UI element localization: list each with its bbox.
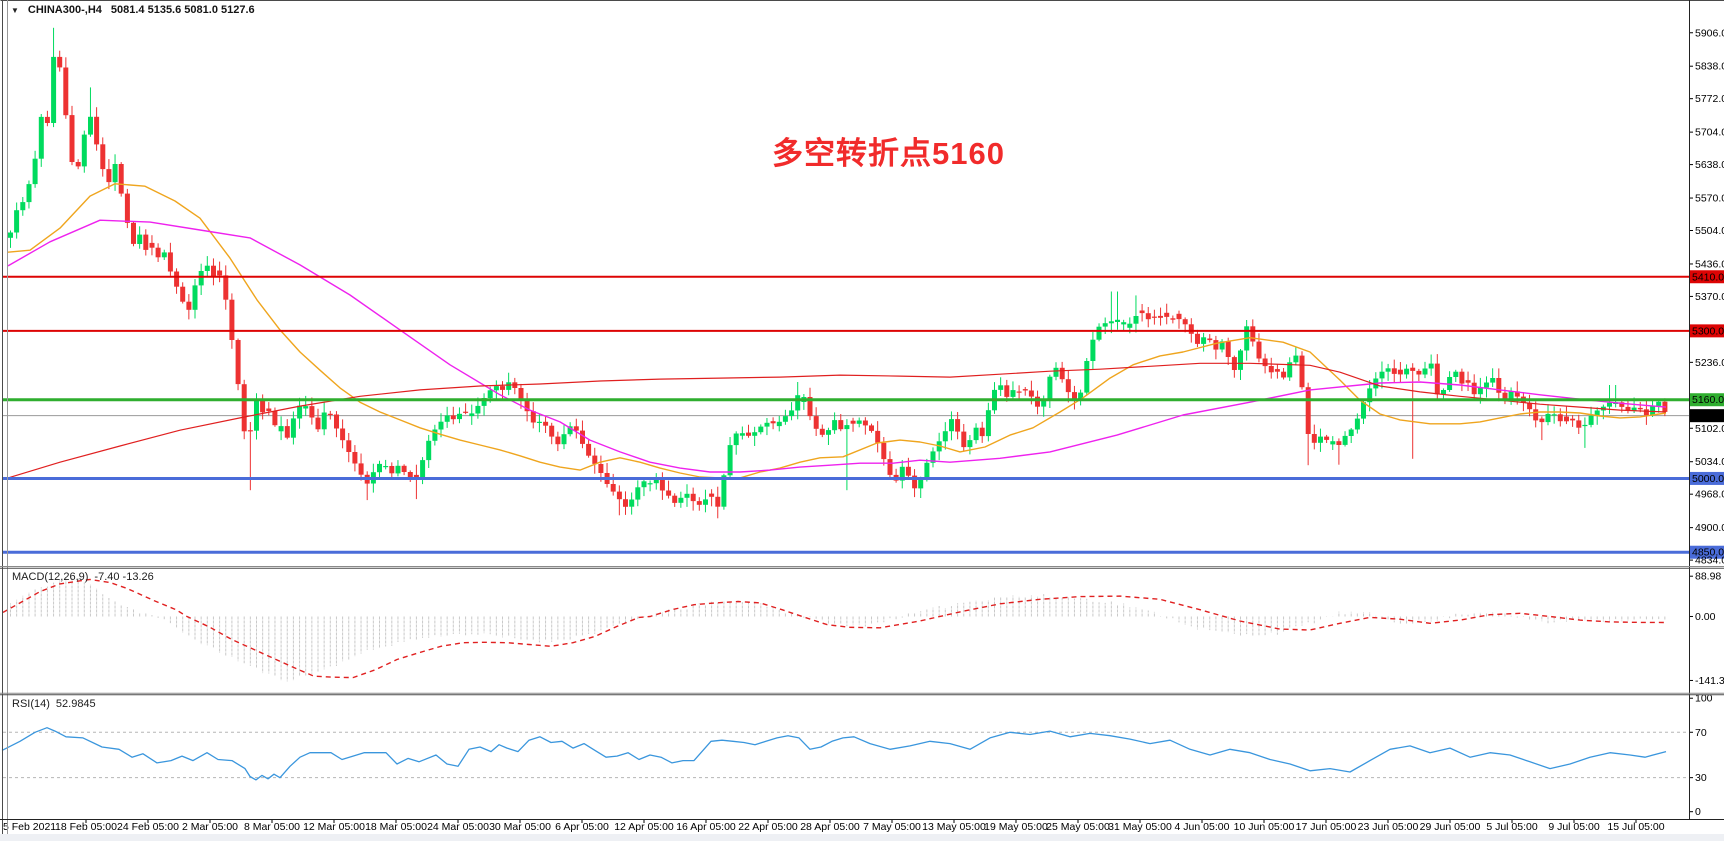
rsi-tick-label: 100 xyxy=(1695,693,1713,705)
time-tick-label: 10 Jun 05:00 xyxy=(1234,821,1295,833)
time-tick-label: 23 Jun 05:00 xyxy=(1358,821,1419,833)
time-tick-label: 9 Jul 05:00 xyxy=(1548,821,1600,833)
time-tick-label: 24 Mar 05:00 xyxy=(427,821,489,833)
macd-indicator-label: MACD(12,26,9) -7.40 -13.26 xyxy=(12,571,160,583)
level-tag-text: 5410.0 xyxy=(1692,271,1724,283)
rsi-line xyxy=(1,727,1667,781)
macd-values: -7.40 -13.26 xyxy=(94,571,154,583)
price-tick-label: 4968.0 xyxy=(1695,489,1724,501)
level-tag-5000.0 xyxy=(1690,471,1724,485)
level-tag-5410.0 xyxy=(1690,270,1724,284)
price-tick-label: 5704.0 xyxy=(1695,127,1724,139)
price-tick-label: 5236.0 xyxy=(1695,357,1724,369)
level-tag-text: 5300.0 xyxy=(1692,325,1724,337)
level-tag-4850.0 xyxy=(1690,545,1724,559)
level-tag-text: 5160.0 xyxy=(1692,394,1724,406)
price-tick-label: 5906.0 xyxy=(1695,27,1724,39)
time-tick-label: 12 Apr 05:00 xyxy=(614,821,674,833)
horizontal-levels[interactable]: 5410.0 5300.0 5160.0 5000.0 4850.0 xyxy=(3,270,1724,559)
price-tick-label: 5570.0 xyxy=(1695,193,1724,205)
time-tick-label: 16 Apr 05:00 xyxy=(676,821,736,833)
rsi-pane xyxy=(1,727,1689,781)
price-tick-label: 4834.0 xyxy=(1695,555,1724,567)
macd-tick-label: 0.00 xyxy=(1695,611,1716,623)
rsi-axis[interactable]: 100 70 30 0 xyxy=(1689,693,1713,818)
time-tick-label: 8 Mar 05:00 xyxy=(244,821,300,833)
time-tick-label: 18 Feb 05:00 xyxy=(55,821,117,833)
rsi-name: RSI(14) xyxy=(12,698,50,710)
price-tick-label: 5436.0 xyxy=(1695,258,1724,270)
price-tick-label: 5370.0 xyxy=(1695,291,1724,303)
time-tick-label: 5 Feb 2021 xyxy=(3,821,56,833)
macd-name: MACD(12,26,9) xyxy=(12,571,89,583)
symbol-ohlc-line: ▼ CHINA300-,H4 5081.4 5135.6 5081.0 5127… xyxy=(11,4,255,16)
time-tick-label: 17 Jun 05:00 xyxy=(1296,821,1357,833)
time-tick-label: 25 May 05:00 xyxy=(1046,821,1110,833)
time-tick-label: 12 Mar 05:00 xyxy=(303,821,365,833)
macd-pane xyxy=(2,576,1667,682)
time-tick-label: 31 May 05:00 xyxy=(1108,821,1172,833)
rsi-value: 52.9845 xyxy=(55,698,96,710)
macd-signal-line xyxy=(2,578,1667,679)
candlestick-series xyxy=(8,27,1668,519)
time-tick-label: 30 Mar 05:00 xyxy=(489,821,551,833)
price-tick-label: 4900.0 xyxy=(1695,522,1724,534)
chevron-down-icon[interactable]: ▼ xyxy=(11,5,19,15)
price-tick-label: 5772.0 xyxy=(1695,93,1724,105)
time-tick-label: 19 May 05:00 xyxy=(984,821,1048,833)
time-tick-label: 7 May 05:00 xyxy=(863,821,921,833)
time-tick-label: 24 Feb 05:00 xyxy=(117,821,179,833)
ma-orange-line xyxy=(7,183,1667,479)
rsi-tick-label: 70 xyxy=(1695,727,1707,739)
price-tick-label: 5034.0 xyxy=(1695,456,1724,468)
time-tick-label: 4 Jun 05:00 xyxy=(1175,821,1230,833)
macd-axis[interactable]: 88.98 0.00 -141.39 xyxy=(1689,571,1724,687)
price-tick-label: 5102.0 xyxy=(1695,423,1724,435)
price-tick-label: 5504.0 xyxy=(1695,225,1724,237)
time-tick-label: 6 Apr 05:00 xyxy=(555,821,609,833)
time-tick-label: 18 Mar 05:00 xyxy=(365,821,427,833)
level-tag-5300.0 xyxy=(1690,324,1724,338)
time-tick-label: 5 Jul 05:00 xyxy=(1486,821,1538,833)
time-tick-label: 22 Apr 05:00 xyxy=(738,821,798,833)
price-tick-label: 5638.0 xyxy=(1695,159,1724,171)
price-tick-label: 5838.0 xyxy=(1695,61,1724,73)
time-tick-label: 2 Mar 05:00 xyxy=(182,821,238,833)
ohlc-values: 5081.4 5135.6 5081.0 5127.6 xyxy=(110,4,255,16)
window-bottom-edge xyxy=(0,834,1724,841)
level-tag-text: 5000.0 xyxy=(1692,473,1724,485)
svg-text:5127.6: 5127.6 xyxy=(1692,410,1724,422)
level-tag-5160.0 xyxy=(1690,393,1724,407)
rsi-indicator-label: RSI(14) 52.9845 xyxy=(12,698,102,710)
ma-magenta-line xyxy=(7,219,1667,473)
time-tick-label: 13 May 05:00 xyxy=(922,821,986,833)
price-axis[interactable]: 5906.0 5838.0 5772.0 5704.0 5638.0 5570.0 5504… xyxy=(1689,27,1724,567)
macd-tick-label: 88.98 xyxy=(1695,571,1721,583)
macd-tick-label: -141.39 xyxy=(1695,675,1724,687)
rsi-tick-label: 0 xyxy=(1695,806,1701,818)
rsi-tick-label: 30 xyxy=(1695,772,1707,784)
ma-red-line xyxy=(7,362,1667,479)
time-tick-label: 29 Jun 05:00 xyxy=(1420,821,1481,833)
current-price-tag: 5127.6 xyxy=(1690,409,1724,423)
level-tag-text: 4850.0 xyxy=(1692,547,1724,559)
annotation-text[interactable]: 多空转折点5160 xyxy=(772,136,1005,171)
symbol-title: CHINA300-,H4 xyxy=(27,4,102,16)
time-tick-label: 28 Apr 05:00 xyxy=(800,821,860,833)
time-tick-label: 15 Jul 05:00 xyxy=(1607,821,1664,833)
